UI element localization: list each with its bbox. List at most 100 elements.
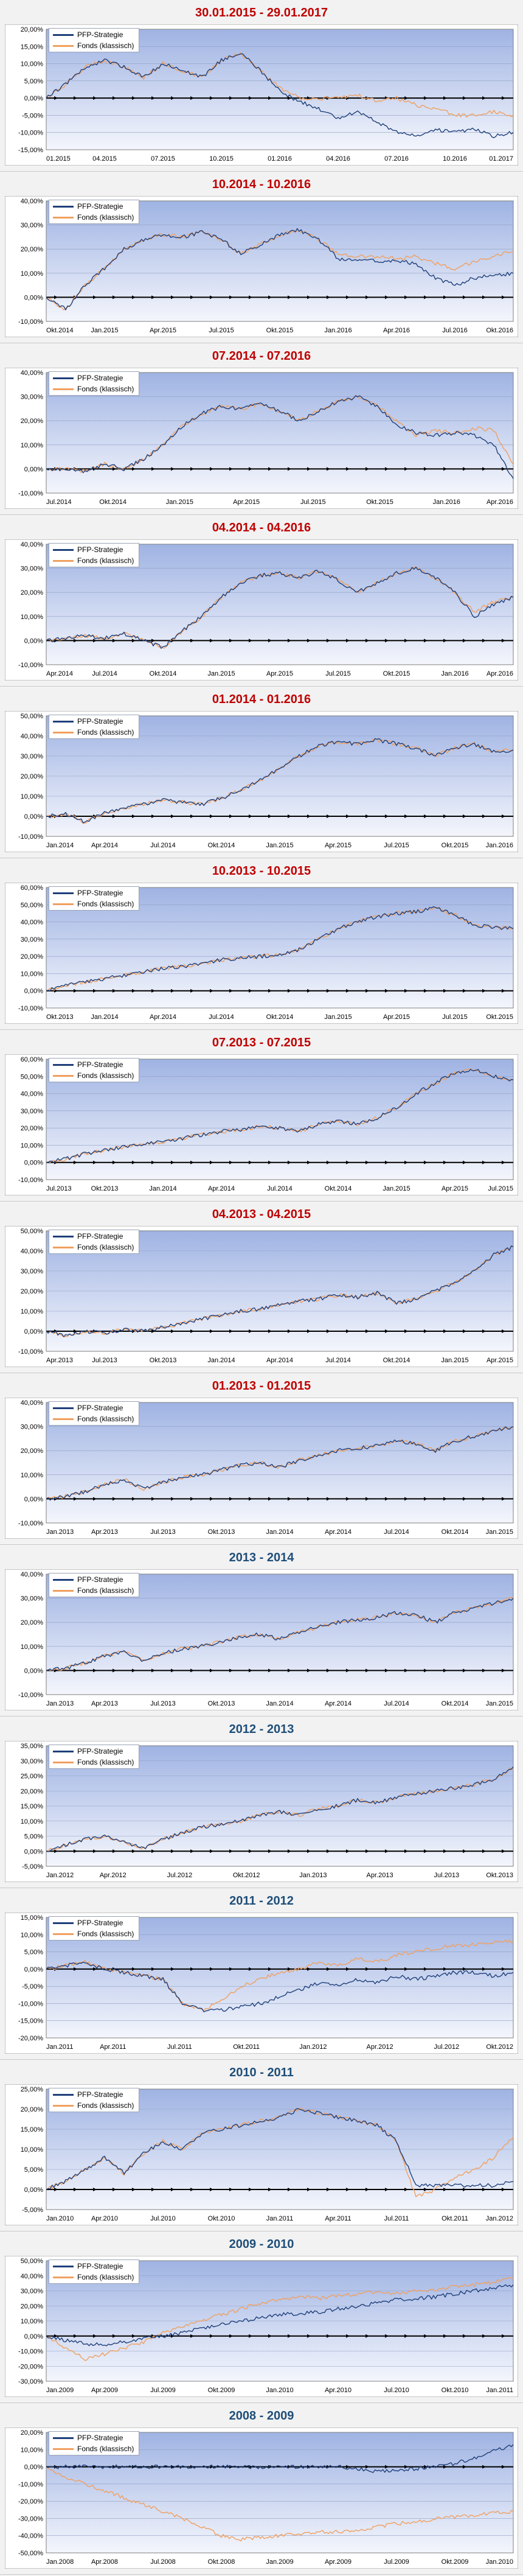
axis-marker [385,2188,389,2191]
x-tick-label: Jan.2010 [486,2558,513,2566]
y-tick-label: -10,00% [18,1692,43,1699]
axis-marker [268,814,272,818]
axis-marker [288,1329,291,1333]
axis-marker [365,989,369,993]
x-tick-label: Okt.2008 [208,2558,235,2566]
legend-label-fonds: Fonds (klassisch) [77,556,134,565]
axis-marker [404,1668,408,1673]
axis-marker [190,2188,194,2191]
axis-marker [404,639,408,643]
axis-marker [365,2334,369,2338]
legend: PFP-Strategie Fonds (klassisch) [49,200,140,224]
y-tick-label: 20,00% [21,1125,44,1132]
axis-marker [463,295,466,299]
x-tick-label: Okt.2013 [150,1357,177,1364]
axis-marker [74,989,77,993]
y-tick-label: 0,00% [24,294,43,301]
y-tick-label: -5,00% [22,112,43,119]
axis-marker [346,814,350,818]
x-tick-label: Jul.2014 [92,670,117,677]
legend-swatch-fonds [53,1246,74,1248]
x-tick-label: Jul.2013 [150,1700,176,1707]
legend-label-strategie: PFP-Strategie [77,717,123,726]
axis-marker [385,989,389,993]
axis-marker [307,1668,311,1673]
axis-marker [482,814,486,818]
axis-marker [210,1668,213,1673]
axis-marker [502,814,505,818]
axis-marker [404,989,408,993]
axis-marker [93,1967,97,1971]
chart-panel: 2012 - 2013 35,00% 30,00% 25,00% 20,00% 15,00… [0,1717,523,1888]
axis-marker [307,639,311,643]
legend-swatch-strategie [53,2437,74,2439]
y-tick-label: 30,00% [21,565,44,573]
axis-marker [365,2188,369,2191]
axis-marker [74,1160,77,1164]
chart-title: 30.01.2015 - 29.01.2017 [195,6,328,19]
axis-marker [151,467,155,471]
legend-label-fonds: Fonds (klassisch) [77,2101,134,2110]
x-tick-label: 07.2015 [151,155,175,163]
axis-marker [385,814,389,818]
chart-panel: 2010 - 2011 25,00% 20,00% 15,00% 10,00% 5,00%… [0,2060,523,2231]
axis-marker [132,467,136,471]
y-tick-label: 0,00% [24,988,43,995]
y-tick-label: 10,00% [21,2146,44,2154]
chart-area: 40,00% 30,00% 20,00% 10,00% 0,00% -10,00% Jan.… [5,1569,518,1710]
y-tick-label: 10,00% [21,614,44,621]
axis-marker [190,1160,194,1164]
x-tick-label: Okt.2013 [208,1528,235,1536]
x-tick-label: 07.2016 [384,155,409,163]
legend-label-fonds: Fonds (klassisch) [77,900,134,908]
axis-marker [151,96,155,100]
axis-marker [288,814,291,818]
legend-swatch-fonds [53,2276,74,2278]
axis-marker [210,1329,213,1333]
legend-swatch-strategie [53,1578,74,1581]
x-tick-label: Okt.2014 [266,1013,294,1021]
chart-area: 50,00% 40,00% 30,00% 20,00% 10,00% 0,00% -10,0… [5,711,518,852]
x-tick-label: Apr.2014 [91,842,118,849]
axis-marker [327,1849,330,1853]
legend-entry-fonds: Fonds (klassisch) [53,1242,134,1253]
axis-marker [171,467,175,471]
y-tick-label: 20,00% [21,589,44,597]
legend: PFP-Strategie Fonds (klassisch) [49,1573,140,1597]
axis-marker [463,467,466,471]
series-line-strategie [46,2108,514,2190]
x-tick-label: Apr.2011 [100,2043,126,2051]
axis-marker [502,1497,505,1501]
axis-marker [463,1668,466,1673]
axis-marker [288,989,291,993]
x-tick-label: Jul.2014 [325,1357,351,1364]
y-tick-label: 35,00% [21,1743,44,1750]
y-tick-label: 10,00% [21,442,44,449]
series-line-fonds [46,2277,514,2361]
axis-marker [424,1849,428,1853]
y-tick-label: -30,00% [18,2515,43,2522]
y-tick-label: 25,00% [21,1773,44,1780]
axis-marker [365,1668,369,1673]
y-tick-label: -10,00% [18,1520,43,1527]
y-tick-label: -10,00% [18,833,43,841]
axis-marker [482,2334,486,2338]
y-tick-label: 15,00% [21,1803,44,1810]
chart-panel: 07.2013 - 07.2015 60,00% 50,00% 40,00% 30,00… [0,1030,523,1202]
y-tick-label: 0,00% [24,637,43,645]
x-tick-label: Jan.2013 [299,1872,327,1879]
axis-marker [249,1497,252,1501]
axis-marker [93,1160,97,1164]
axis-marker [54,989,58,993]
legend: PFP-Strategie Fonds (klassisch) [49,2088,140,2112]
legend-entry-fonds: Fonds (klassisch) [53,1585,134,1596]
x-tick-label: Okt.2012 [233,1872,260,1879]
x-tick-label: Jul.2013 [150,1528,176,1536]
legend: PFP-Strategie Fonds (klassisch) [49,1058,140,1082]
legend-swatch-fonds [53,1589,74,1592]
x-tick-label: Jul.2014 [209,1013,234,1021]
axis-marker [365,467,369,471]
axis-marker [463,2334,466,2338]
axis-marker [268,1160,272,1164]
axis-marker [424,1967,428,1971]
